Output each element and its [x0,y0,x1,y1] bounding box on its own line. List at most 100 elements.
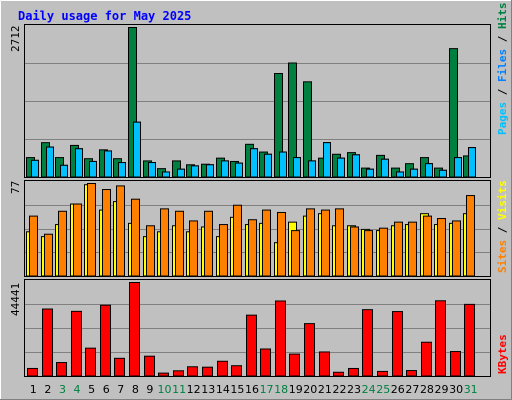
x-tick-label-day-6: 6 [103,383,110,396]
bar-pages-day-7 [118,162,126,178]
bar-sites-day-31 [466,195,475,277]
bar-sites-day-23 [350,226,359,277]
x-tick-label-day-3: 3 [59,383,66,396]
bar-pages-day-21 [323,142,331,178]
bar-sites-day-1 [29,215,38,277]
bar-sites-day-10 [160,208,169,277]
bar-sites-day-20 [306,208,315,277]
bar-kbytes-day-5 [85,347,96,377]
bar-kbytes-day-2 [42,308,53,377]
chart-title: Daily usage for May 2025 [18,9,191,23]
bar-pages-day-31 [468,147,476,178]
legend-sep-1: / [496,82,509,102]
bar-pages-day-23 [352,154,360,178]
bar-pages-day-6 [104,150,112,178]
x-tick-label-day-26: 26 [391,383,405,396]
bar-sites-day-26 [394,221,403,277]
bar-kbytes-day-3 [56,362,67,377]
bar-pages-day-24 [366,168,374,178]
hits-ymax-label: 2712 [9,26,22,53]
bar-sites-day-8 [131,198,140,277]
bar-kbytes-day-18 [275,300,286,377]
bar-pages-day-8 [133,121,141,178]
x-tick-label-day-28: 28 [420,383,434,396]
bar-pages-day-19 [293,157,301,178]
bar-pages-day-2 [46,146,54,178]
bar-sites-day-19 [291,230,300,277]
x-tick-label-day-23: 23 [347,383,361,396]
bar-kbytes-day-24 [362,309,373,377]
legend-sites: Sites [496,240,509,273]
bar-hits-day-30 [449,48,458,178]
bar-sites-day-30 [452,220,461,277]
x-tick-label-day-25: 25 [376,383,390,396]
bar-hits-day-8 [128,27,137,178]
bar-sites-day-27 [408,221,417,277]
bar-sites-day-24 [364,230,373,277]
legend-hits: Hits [496,3,509,30]
legend-sep-2: / [496,29,509,49]
bar-pages-day-25 [381,158,389,178]
bar-sites-day-4 [73,203,82,277]
legend-pages: Pages [496,102,509,135]
bar-kbytes-day-27 [406,370,417,377]
bar-sites-day-7 [116,185,125,277]
bar-sites-day-18 [277,211,286,277]
x-tick-label-day-8: 8 [132,383,139,396]
bar-sites-day-12 [189,220,198,277]
bar-pages-day-30 [454,157,462,178]
x-tick-label-day-24: 24 [362,383,376,396]
bar-kbytes-day-30 [450,351,461,377]
bar-kbytes-day-23 [348,367,359,377]
bar-sites-day-21 [321,209,330,277]
bar-sites-day-22 [335,208,344,277]
x-tick-label-day-14: 14 [216,383,230,396]
x-tick-label-day-11: 11 [172,383,186,396]
x-tick-label-day-19: 19 [289,383,303,396]
x-tick-label-day-29: 29 [435,383,449,396]
bar-sites-day-17 [262,209,271,277]
bar-kbytes-day-12 [187,366,198,377]
x-tick-label-day-20: 20 [303,383,317,396]
bar-kbytes-day-22 [333,371,344,377]
bar-pages-day-17 [264,153,272,178]
x-axis-day-labels: 1 2 3 4 5 6 7 8 9 10 11 12 13 14 15 16 17 18 19 20 21 22 23 24 2… [30,383,478,396]
bar-kbytes-day-15 [231,365,242,377]
bar-sites-day-25 [379,227,388,277]
x-tick-label-day-22: 22 [332,383,346,396]
bar-kbytes-day-7 [114,357,125,377]
legend-kbytes: KBytes [496,334,509,374]
bar-pages-day-5 [89,160,97,178]
bar-kbytes-day-20 [304,323,315,377]
x-tick-label-day-21: 21 [318,383,332,396]
bar-kbytes-day-17 [260,348,271,377]
bar-sites-day-11 [175,210,184,277]
x-tick-label-day-17: 17 [260,383,274,396]
bar-sites-day-9 [146,225,155,277]
bar-pages-day-28 [425,163,433,178]
bar-sites-day-13 [204,210,213,277]
bar-sites-day-3 [58,210,67,277]
bar-pages-day-4 [75,148,83,178]
bar-kbytes-day-9 [144,355,155,377]
bar-sites-day-14 [219,224,228,277]
bar-kbytes-day-29 [435,300,446,377]
bar-sites-day-29 [437,218,446,277]
bar-kbytes-day-10 [158,372,169,377]
legend-visits: Visits [496,180,509,220]
bar-pages-day-16 [250,148,258,178]
kbytes-ymax-label: 44441 [9,283,22,316]
bar-kbytes-day-31 [464,303,475,377]
bar-pages-day-20 [308,160,316,178]
legend-sites-visits: Sites / Visits [496,180,509,273]
bar-sites-day-5 [87,183,96,277]
bar-pages-day-12 [191,165,199,178]
x-tick-label-day-12: 12 [187,383,201,396]
bar-pages-day-14 [221,160,229,178]
bar-kbytes-day-25 [377,370,388,377]
bar-kbytes-day-14 [217,360,228,377]
x-tick-label-day-4: 4 [74,383,81,396]
x-tick-label-day-18: 18 [274,383,288,396]
bar-kbytes-day-8 [129,282,140,377]
